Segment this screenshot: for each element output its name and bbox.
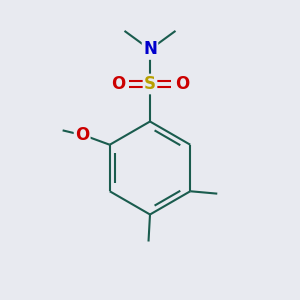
Text: O: O <box>175 75 189 93</box>
Text: N: N <box>143 40 157 58</box>
Text: O: O <box>75 126 89 144</box>
Text: O: O <box>111 75 125 93</box>
Text: S: S <box>144 75 156 93</box>
